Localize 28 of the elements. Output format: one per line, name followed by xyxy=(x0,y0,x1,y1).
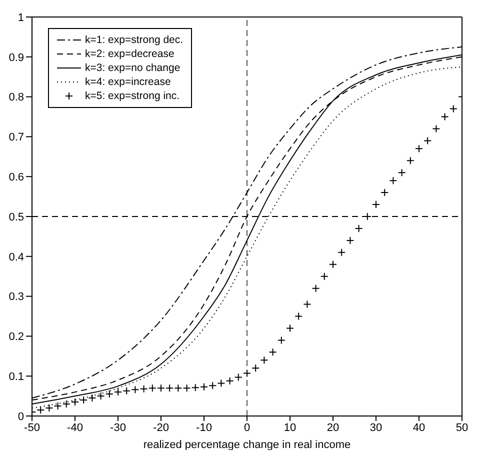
x-tick-label: 50 xyxy=(456,422,468,434)
x-tick-label: 40 xyxy=(412,422,426,434)
y-tick-label: 0.2 xyxy=(8,331,24,344)
x-tick-label: 30 xyxy=(370,422,382,434)
legend-label: k=2: exp=decrease xyxy=(85,48,174,60)
x-tick-label: -10 xyxy=(196,422,212,434)
x-tick-label: -30 xyxy=(110,422,126,434)
x-tick-label: 10 xyxy=(284,422,296,434)
y-tick-label: 0.1 xyxy=(8,371,24,384)
y-tick-label: 0.3 xyxy=(8,291,24,304)
legend-label: k=1: exp=strong dec. xyxy=(85,34,184,46)
y-tick-label: 0.9 xyxy=(8,52,24,64)
y-tick-label: 0 xyxy=(18,410,24,423)
x-tick-label: -20 xyxy=(153,422,169,434)
x-tick-label: 20 xyxy=(326,422,340,434)
y-tick-label: 0.8 xyxy=(8,92,24,104)
y-tick-label: 0.7 xyxy=(8,132,24,144)
x-axis-title: realized percentage change in real income xyxy=(143,439,351,451)
y-tick-label: 0.4 xyxy=(8,251,24,264)
legend-label: k=4: exp=increase xyxy=(85,76,171,88)
x-tick-label: -40 xyxy=(67,422,83,434)
legend-label: k=3: exp=no change xyxy=(85,62,180,74)
x-tick-label: 0 xyxy=(244,422,250,434)
y-tick-label: 0.6 xyxy=(8,172,24,184)
y-tick-label: 0.5 xyxy=(8,211,24,224)
legend-label: k=5: exp=strong inc. xyxy=(85,90,180,102)
x-tick-label: -50 xyxy=(24,422,40,434)
y-tick-label: 1 xyxy=(18,12,24,24)
